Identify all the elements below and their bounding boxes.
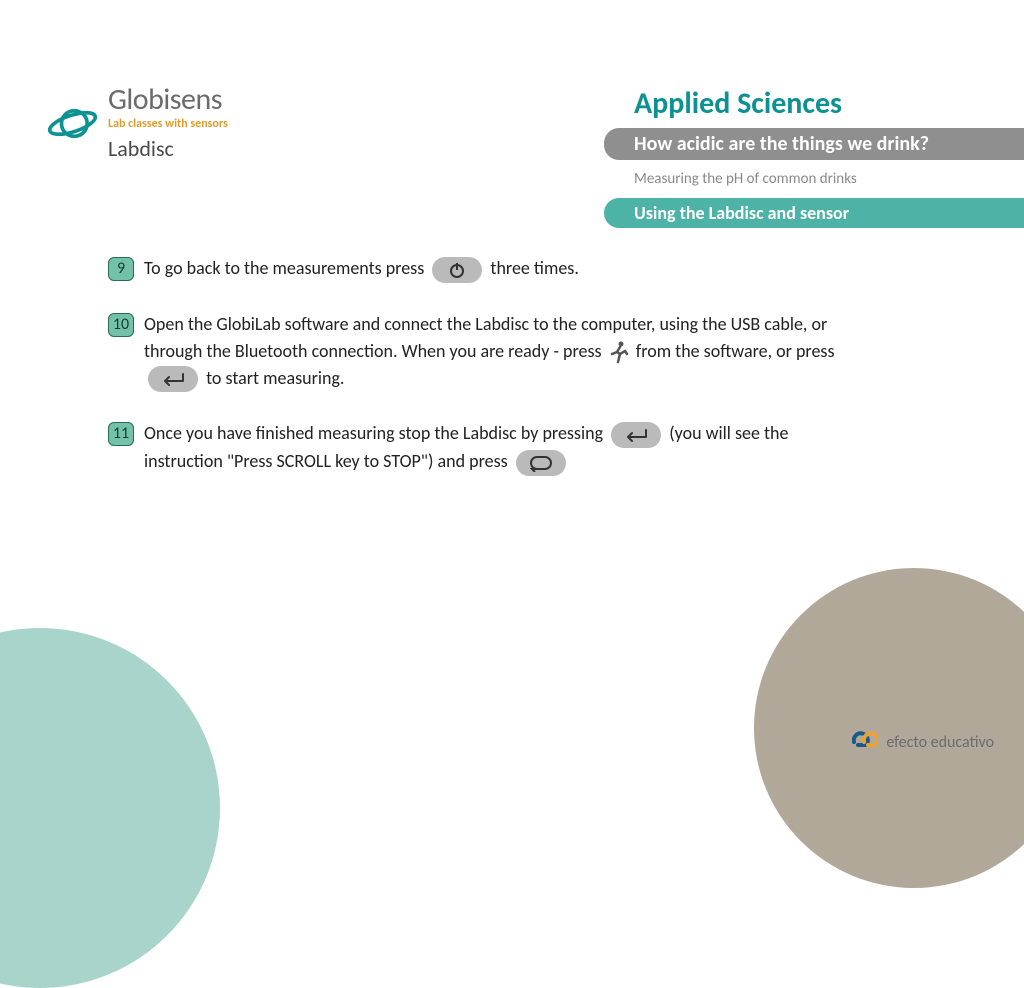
scroll-button-icon (516, 450, 566, 476)
category-title: Applied Sciences (634, 85, 1024, 122)
efecto-educativo-icon (852, 731, 878, 753)
page-title-bar: How acidic are the things we drink? (604, 128, 1024, 160)
step-9: 9 To go back to the measurements press t… (108, 255, 868, 283)
steps-content: 9 To go back to the measurements press t… (108, 255, 868, 504)
section-bar: Using the Labdisc and sensor (604, 198, 1024, 228)
step-text: Once you have finished measuring stop th… (144, 422, 603, 444)
step-10: 10 Open the GlobiLab software and connec… (108, 311, 868, 393)
step-text: To go back to the measurements press (144, 257, 424, 279)
logo-block: Globisens Lab classes with sensors Labdi… (45, 85, 228, 162)
step-text: three times. (490, 257, 578, 279)
logo-tagline: Lab classes with sensors (108, 117, 228, 131)
decorative-arc-left (0, 628, 220, 988)
step-number: 9 (108, 257, 134, 281)
header-right: Applied Sciences How acidic are the thin… (604, 85, 1024, 228)
page-subtitle: Measuring the pH of common drinks (634, 170, 1024, 188)
running-man-icon (608, 340, 630, 364)
step-text: from the software, or press (636, 340, 835, 362)
footer-brand: efecto educativo (852, 731, 994, 753)
enter-button-icon (148, 366, 198, 392)
power-button-icon (432, 257, 482, 283)
step-text: to start measuring. (206, 367, 344, 389)
globisens-planet-icon (45, 101, 100, 146)
step-number: 10 (108, 313, 134, 337)
logo-name: Globisens (108, 85, 228, 115)
logo-product: Labdisc (108, 135, 228, 162)
step-11: 11 Once you have finished measuring stop… (108, 420, 868, 475)
footer-brand-text: efecto educativo (886, 733, 994, 752)
enter-button-icon (611, 422, 661, 448)
step-number: 11 (108, 422, 134, 446)
decorative-arc-right (754, 568, 1024, 888)
